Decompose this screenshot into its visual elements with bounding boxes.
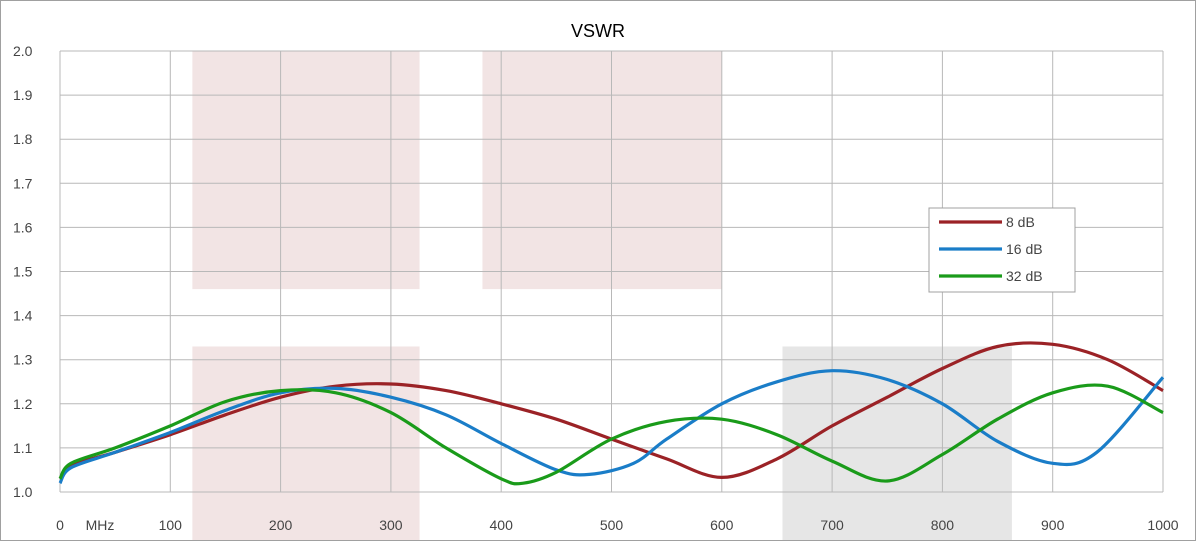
series-line-1: [58, 341, 1164, 480]
shaded-region-1: [192, 51, 420, 290]
series-line-3: [58, 383, 1164, 486]
y-tick-label: 1.9: [13, 87, 33, 103]
x-tick-label: 1000: [1147, 517, 1178, 533]
y-tick-label: 1.5: [13, 264, 33, 280]
chart-title: VSWR: [571, 21, 625, 41]
x-tick-label: 0: [56, 517, 64, 533]
x-tick-label: 300: [379, 517, 403, 533]
y-tick-label: 1.2: [13, 396, 33, 412]
x-unit-label: MHz: [86, 517, 115, 533]
y-tick-label: 1.7: [13, 175, 33, 191]
y-tick-label: 2.0: [13, 43, 33, 59]
shaded-region-4: [782, 346, 1012, 540]
shaded-regions: [192, 51, 1012, 540]
legend-label-3: 32 dB: [1006, 268, 1043, 284]
x-tick-label: 100: [159, 517, 183, 533]
legend-label-1: 8 dB: [1006, 214, 1035, 230]
shaded-region-3: [192, 346, 420, 540]
y-tick-label: 1.0: [13, 484, 33, 500]
series-lines: [58, 341, 1165, 486]
x-tick-label: 800: [931, 517, 955, 533]
y-tick-label: 1.6: [13, 219, 33, 235]
legend-label-2: 16 dB: [1006, 241, 1043, 257]
gridlines: [59, 50, 1164, 493]
y-tick-labels: 1.0 1.1 1.2 1.3 1.4 1.5 1.6 1.7 1.8 1.9 2.0: [13, 43, 33, 500]
y-tick-label: 1.3: [13, 352, 33, 368]
x-tick-label: 400: [490, 517, 514, 533]
x-tick-label: 600: [710, 517, 734, 533]
x-tick-labels: 0 100 200 300 400 500 600 700 800 900 1000: [56, 517, 1179, 533]
x-tick-label: 200: [269, 517, 293, 533]
x-tick-label: 700: [820, 517, 844, 533]
y-tick-label: 1.8: [13, 131, 33, 147]
y-tick-label: 1.4: [13, 308, 33, 324]
x-tick-label: 900: [1041, 517, 1065, 533]
legend: 8 dB 16 dB 32 dB: [928, 207, 1076, 293]
y-tick-label: 1.1: [13, 440, 33, 456]
shaded-region-2: [482, 51, 722, 290]
series-line-2: [58, 369, 1165, 485]
x-tick-label: 500: [600, 517, 624, 533]
